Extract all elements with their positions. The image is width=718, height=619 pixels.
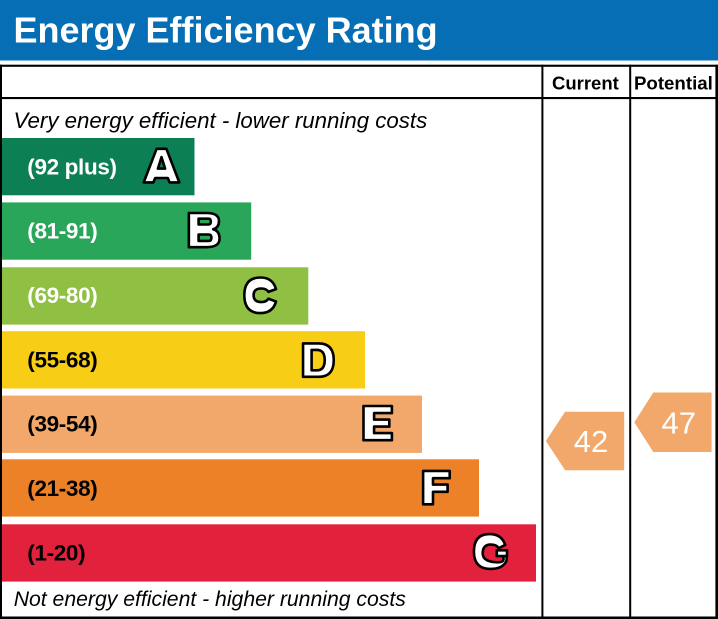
svg-text:(21-38): (21-38): [27, 476, 97, 501]
svg-text:(39-54): (39-54): [27, 412, 97, 437]
svg-text:Energy Efficiency Rating: Energy Efficiency Rating: [14, 9, 438, 50]
svg-text:(92 plus): (92 plus): [27, 154, 116, 179]
svg-text:Very energy efficient - lower: Very energy efficient - lower running co…: [14, 108, 428, 133]
svg-text:Not energy efficient - higher: Not energy efficient - higher running co…: [14, 588, 407, 611]
svg-text:Potential: Potential: [634, 73, 713, 94]
svg-text:42: 42: [574, 424, 608, 459]
svg-text:47: 47: [662, 406, 696, 441]
svg-text:(55-68): (55-68): [27, 347, 97, 372]
svg-text:(81-91): (81-91): [27, 219, 97, 244]
svg-text:(69-80): (69-80): [27, 283, 97, 308]
svg-text:Current: Current: [552, 73, 619, 94]
svg-text:(1-20): (1-20): [27, 540, 85, 565]
